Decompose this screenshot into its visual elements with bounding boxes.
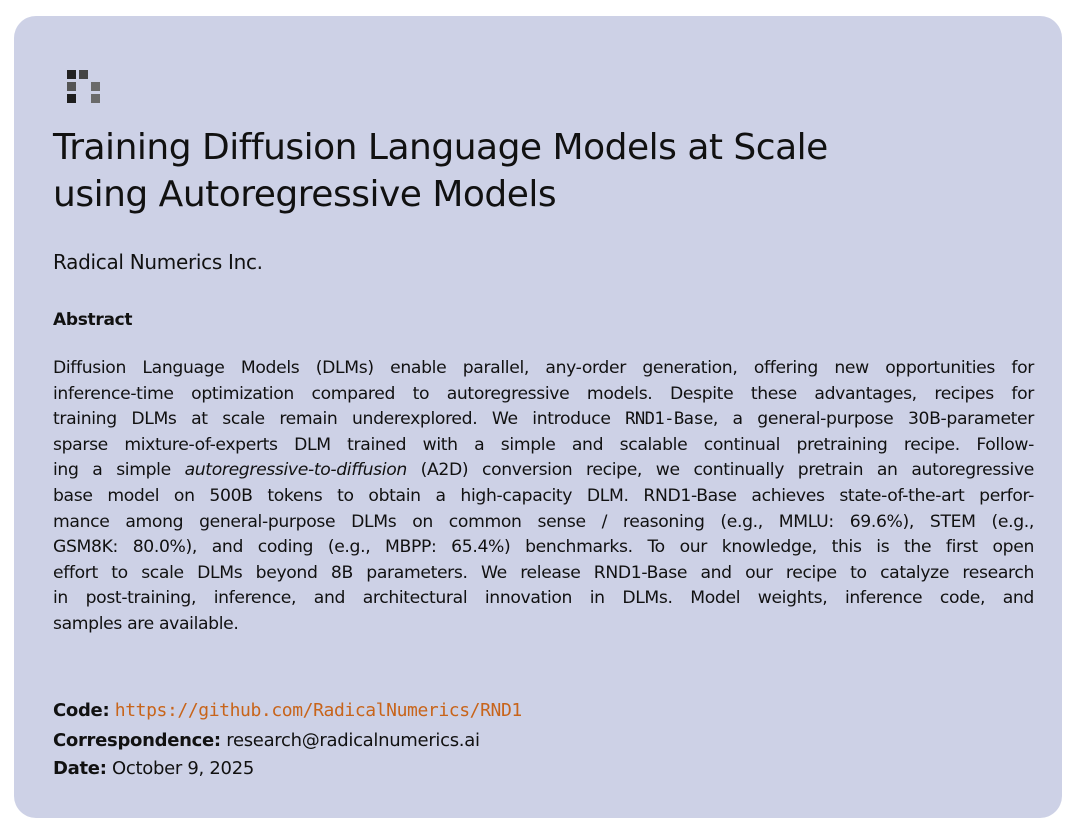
code-row: Code: https://github.com/RadicalNumerics… xyxy=(53,700,522,721)
title-line: using Autoregressive Models xyxy=(53,174,557,215)
abstract-line: mance among general-purpose DLMs on comm… xyxy=(53,510,1034,536)
correspondence-label: Correspondence: xyxy=(53,730,221,751)
author: Radical Numerics Inc. xyxy=(53,250,263,274)
abstract-text: autoregressive-to-diffusion xyxy=(184,460,408,481)
abstract-text: sparse mixture-of-experts DLM trained wi… xyxy=(53,434,1034,455)
title-line: Training Diffusion Language Models at Sc… xyxy=(53,127,828,168)
abstract-text: RND1-Base xyxy=(625,409,713,430)
abstract-line: effort to scale DLMs beyond 8B parameter… xyxy=(53,561,1034,587)
abstract-body: Diffusion Language Models (DLMs) enable … xyxy=(53,356,1034,638)
abstract-line: GSM8K: 80.0%), and coding (e.g., MBPP: 6… xyxy=(53,535,1034,561)
abstract-line: inference-time optimization compared to … xyxy=(53,382,1034,408)
abstract-text: base model on 500B tokens to obtain a hi… xyxy=(53,485,1034,506)
correspondence-row: Correspondence: research@radicalnumerics… xyxy=(53,730,480,751)
title-card xyxy=(14,16,1062,818)
abstract-text: Diffusion Language Models (DLMs) enable … xyxy=(53,358,1034,378)
date-value: October 9, 2025 xyxy=(112,758,254,779)
abstract-line: in post-training, inference, and archite… xyxy=(53,586,1034,612)
abstract-text: , a general-purpose 30B-parameter xyxy=(712,409,1034,430)
paper-title: Training Diffusion Language Models at Sc… xyxy=(53,124,828,218)
abstract-line: training DLMs at scale remain underexplo… xyxy=(53,407,1034,433)
correspondence-email: research@radicalnumerics.ai xyxy=(226,730,480,751)
abstract-line: Diffusion Language Models (DLMs) enable … xyxy=(53,356,1034,382)
abstract-text: mance among general-purpose DLMs on comm… xyxy=(53,511,1034,532)
radical-numerics-logo-icon xyxy=(67,70,101,104)
abstract-line: sparse mixture-of-experts DLM trained wi… xyxy=(53,433,1034,459)
abstract-line: ing a simple autoregressive-to-diffusion… xyxy=(53,458,1034,484)
abstract-text: ing a simple xyxy=(53,460,185,481)
abstract-heading: Abstract xyxy=(53,310,133,330)
abstract-line: base model on 500B tokens to obtain a hi… xyxy=(53,484,1034,510)
abstract-text: inference-time optimization compared to … xyxy=(53,383,1034,404)
date-row: Date: October 9, 2025 xyxy=(53,758,254,779)
abstract-text: (A2D) conversion recipe, we continually … xyxy=(406,460,1035,481)
code-label: Code: xyxy=(53,700,110,721)
abstract-text: GSM8K: 80.0%), and coding (e.g., MBPP: 6… xyxy=(53,537,1034,558)
abstract-text: samples are available. xyxy=(53,613,239,634)
abstract-text: in post-training, inference, and archite… xyxy=(53,588,1034,609)
date-label: Date: xyxy=(53,758,107,779)
abstract-text: training DLMs at scale remain underexplo… xyxy=(53,409,626,430)
abstract-line: samples are available. xyxy=(53,612,1034,638)
abstract-text: effort to scale DLMs beyond 8B parameter… xyxy=(53,562,1034,583)
code-link[interactable]: https://github.com/RadicalNumerics/RND1 xyxy=(114,700,522,721)
